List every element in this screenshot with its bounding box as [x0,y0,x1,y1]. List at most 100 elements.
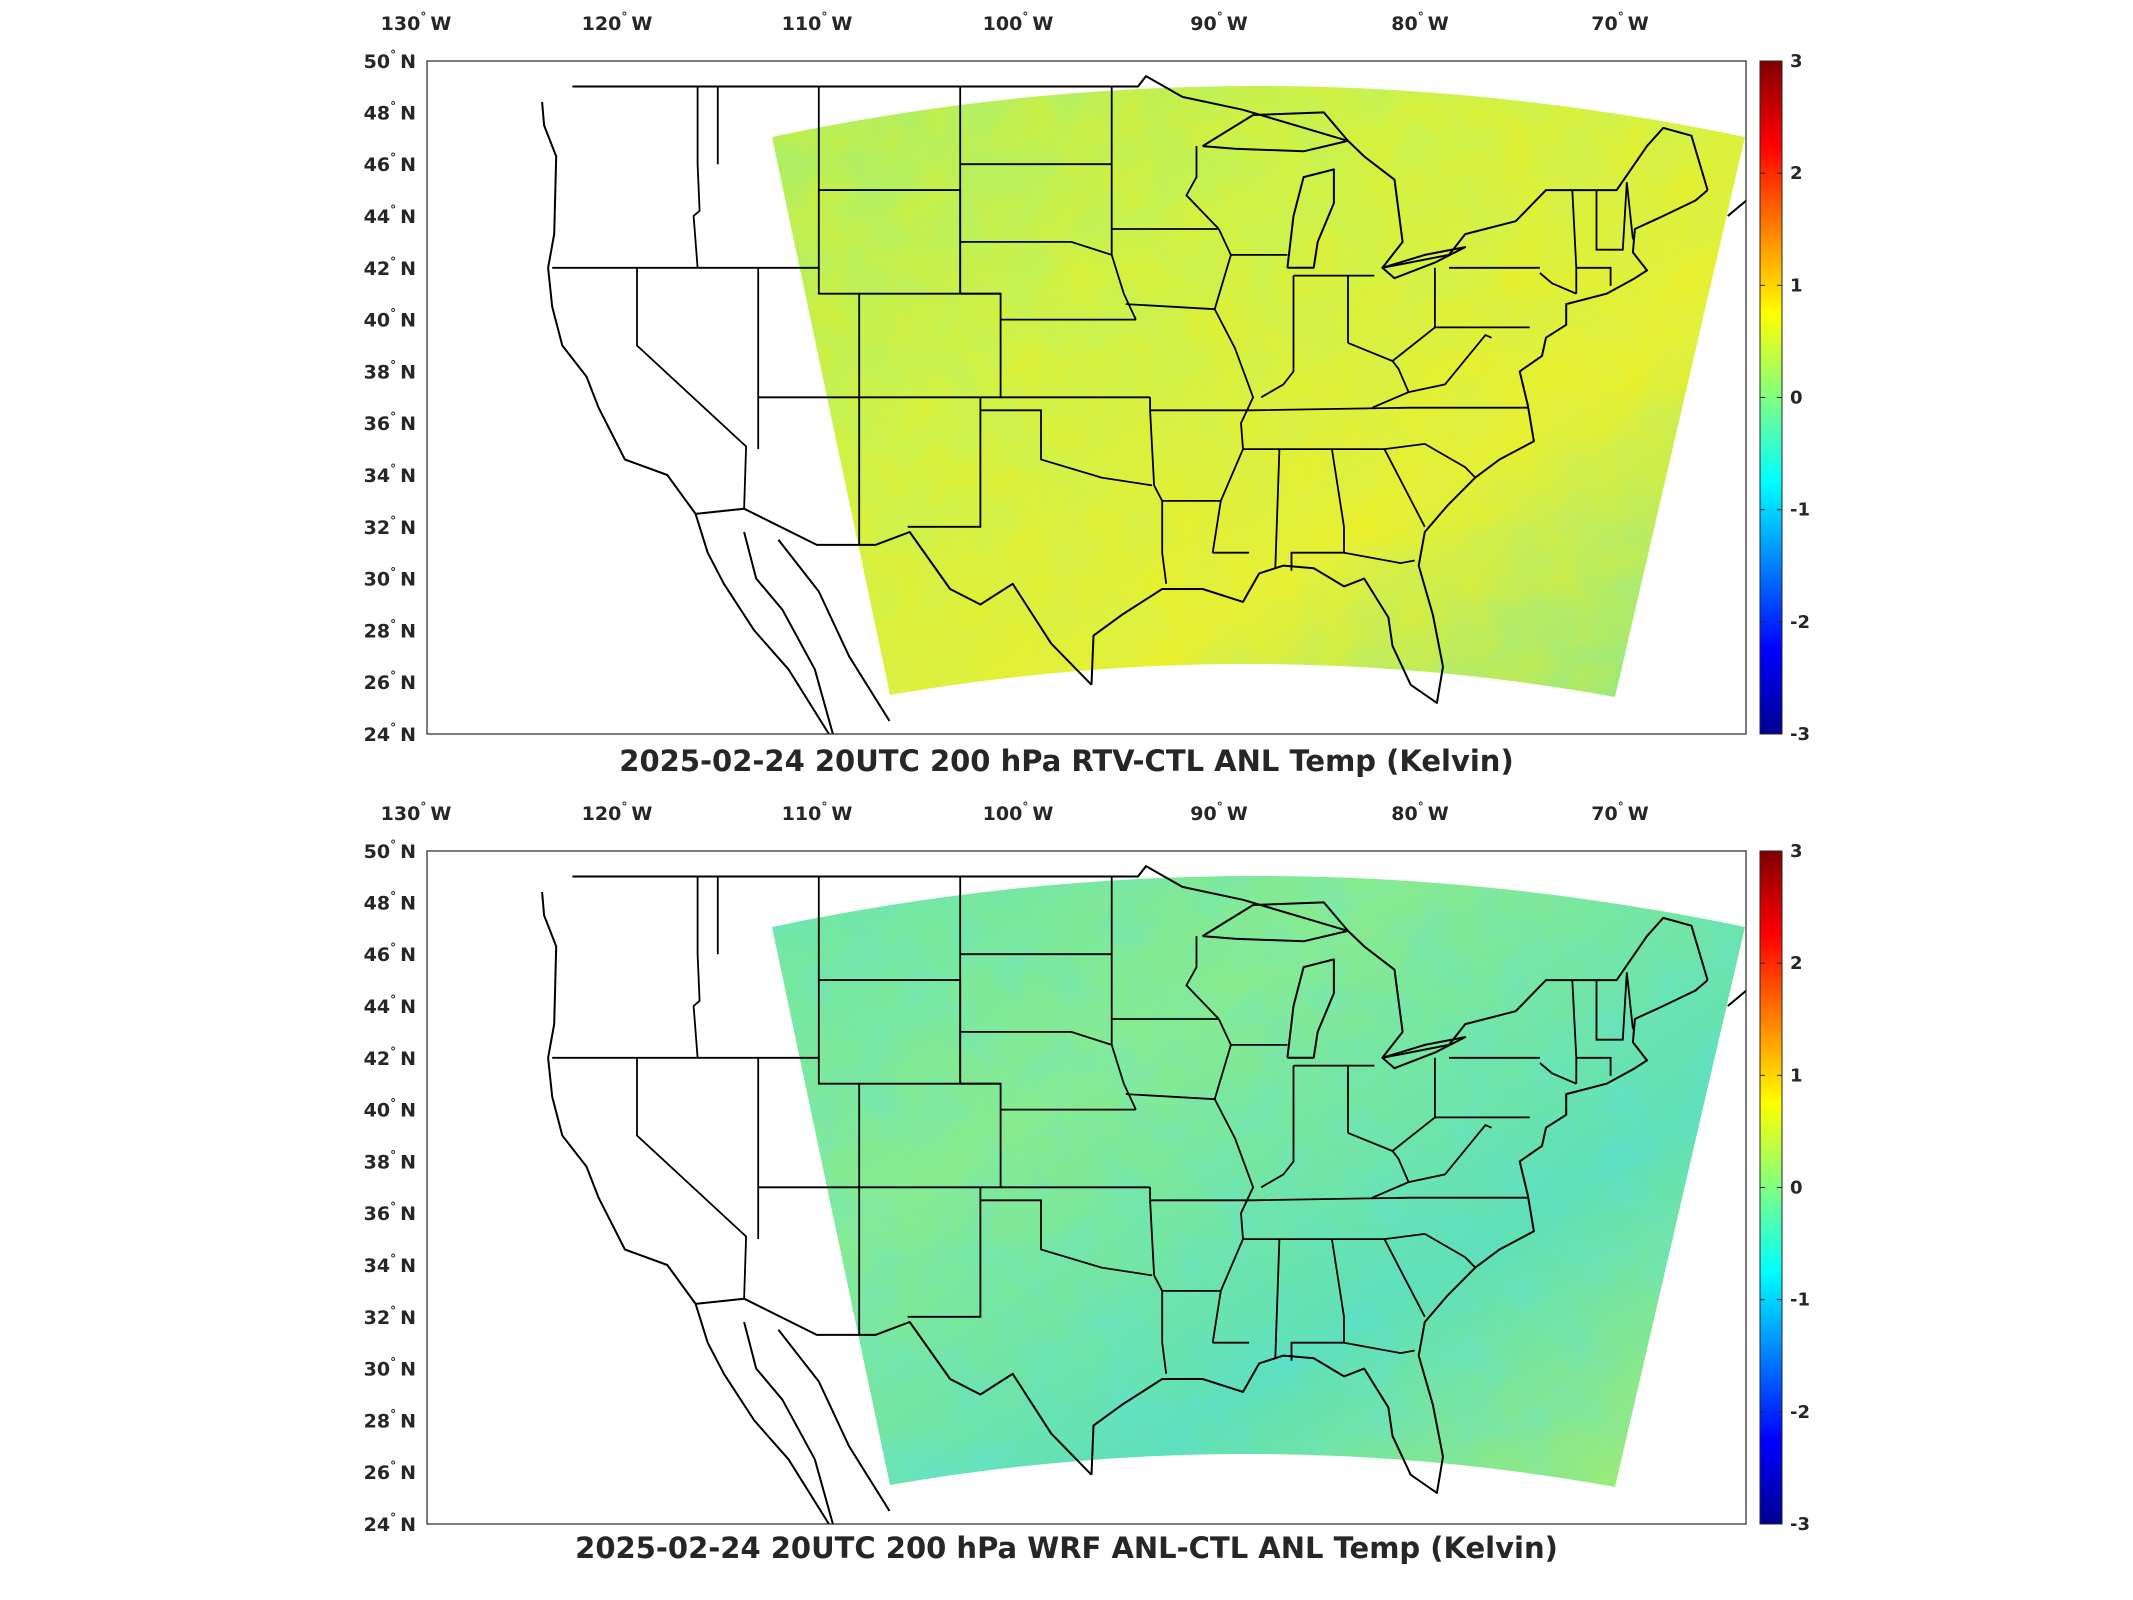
map-axes-frame [426,60,1747,735]
lake-superior-outline [1202,901,1349,943]
longitude-label: 130° W [381,800,452,825]
colorbar-tick-label: 0 [1790,1178,1803,1199]
colorbar-tick-label: 3 [1790,51,1803,72]
state-border [1253,1196,1528,1202]
newfoundland-outline [1849,915,1869,993]
colorbar-tick-label: 1 [1790,1065,1803,1086]
state-border [1595,182,1628,251]
east-coast-outline [1518,189,1709,406]
longitude-label: 70° W [1591,10,1648,35]
state-border [1125,1093,1215,1101]
state-border [636,1057,748,1299]
state-border [1125,303,1215,311]
state-border [1539,1062,1577,1085]
state-border [1347,1132,1410,1199]
state-border [1625,182,1634,240]
state-border [1253,406,1528,412]
colorbar-tick-label: 0 [1790,388,1803,409]
state-border [1149,1187,1168,1374]
longitude-label: 90° W [1190,10,1247,35]
colorbar-tick-label: -2 [1790,1402,1810,1423]
state-border [1576,1056,1612,1076]
state-border [1260,275,1295,399]
state-border [1347,342,1410,409]
latitude-label: 24° N [364,721,416,746]
colorbar-tick-label: 1 [1790,275,1803,296]
state-border [1185,146,1220,230]
state-border [1383,448,1426,528]
latitude-label: 34° N [364,462,416,487]
state-border [1243,442,1476,479]
state-border [1595,972,1628,1041]
colorbar-tick-label: 3 [1790,841,1803,862]
map-title-top: 2025-02-24 20UTC 200 hPa RTV-CTL ANL Tem… [619,744,1514,778]
longitude-label: 110° W [782,800,853,825]
state-border [859,1082,1002,1189]
state-border [1274,449,1281,569]
map-content [541,75,1869,734]
colorbar-tick-label: -3 [1790,1514,1810,1535]
state-border [1576,266,1612,286]
lake-michigan-outline [1286,958,1335,1059]
latitude-label: 48° N [364,889,416,914]
longitude-label: 90° W [1190,800,1247,825]
state-border [1211,228,1255,553]
state-border [1110,876,1137,1110]
state-border [1185,936,1220,1020]
state-border [1211,1018,1255,1343]
us-mexico-border [695,507,1093,686]
longitude-label: 80° W [1391,10,1448,35]
state-border [1149,397,1168,584]
latitude-label: 40° N [364,307,416,332]
colorbar-tick-label: 2 [1790,953,1803,974]
colorbar-tick-label: -1 [1790,1290,1810,1311]
map-panel-bottom: 130° W 120° W 110° W 100° W 90° W 80° W 70° W 50° N 48° N… [0,790,2133,1590]
state-border [1260,1065,1295,1189]
state-border [1391,326,1436,362]
mexico-mainland-outline [777,1329,891,1512]
map-content [541,865,1869,1524]
latitude-label: 48° N [364,99,416,124]
us-mexico-border [695,1297,1093,1476]
temperature-field-texture [772,876,1745,1487]
state-border [907,397,982,528]
temperature-field-texture [772,86,1745,697]
latitude-label: 30° N [364,566,416,591]
latitude-label: 38° N [364,358,416,383]
longitude-label: 80° W [1391,800,1448,825]
map-title-bottom: 2025-02-24 20UTC 200 hPa WRF ANL-CTL ANL… [575,1531,1558,1565]
latitude-label: 44° N [364,993,416,1018]
newfoundland-outline [1849,125,1869,203]
baja-gulf-outline [743,1321,834,1524]
state-border [1343,551,1415,565]
west-coast-outline [541,891,697,1305]
latitude-label: 32° N [364,1304,416,1329]
lake-michigan-outline [1286,168,1335,269]
state-border [980,409,1153,487]
latitude-label: 50° N [364,838,416,863]
latitude-label: 26° N [364,1459,416,1484]
colorbar-tick-label: -1 [1790,500,1810,521]
state-border [1290,1238,1345,1361]
longitude-label: 110° W [782,10,853,35]
latitude-label: 38° N [364,1148,416,1173]
colorbar-tick-label: -3 [1790,724,1810,745]
baja-gulf-outline [743,531,834,734]
latitude-label: 34° N [364,1252,416,1277]
latitude-label: 50° N [364,48,416,73]
state-border [817,267,861,398]
state-border [1391,1116,1436,1152]
map-axes-frame [426,850,1747,1525]
longitude-label: 70° W [1591,800,1648,825]
state-border [692,86,701,268]
latitude-label: 24° N [364,1511,416,1536]
latitude-label: 46° N [364,941,416,966]
lake-erie-outline [1381,1036,1467,1070]
colorbar-tick-label: -2 [1790,612,1810,633]
latitude-label: 28° N [364,617,416,642]
latitude-label: 44° N [364,203,416,228]
latitude-label: 26° N [364,669,416,694]
state-border [1539,272,1577,295]
east-coast-outline [1518,979,1709,1196]
state-border [1383,1238,1426,1318]
